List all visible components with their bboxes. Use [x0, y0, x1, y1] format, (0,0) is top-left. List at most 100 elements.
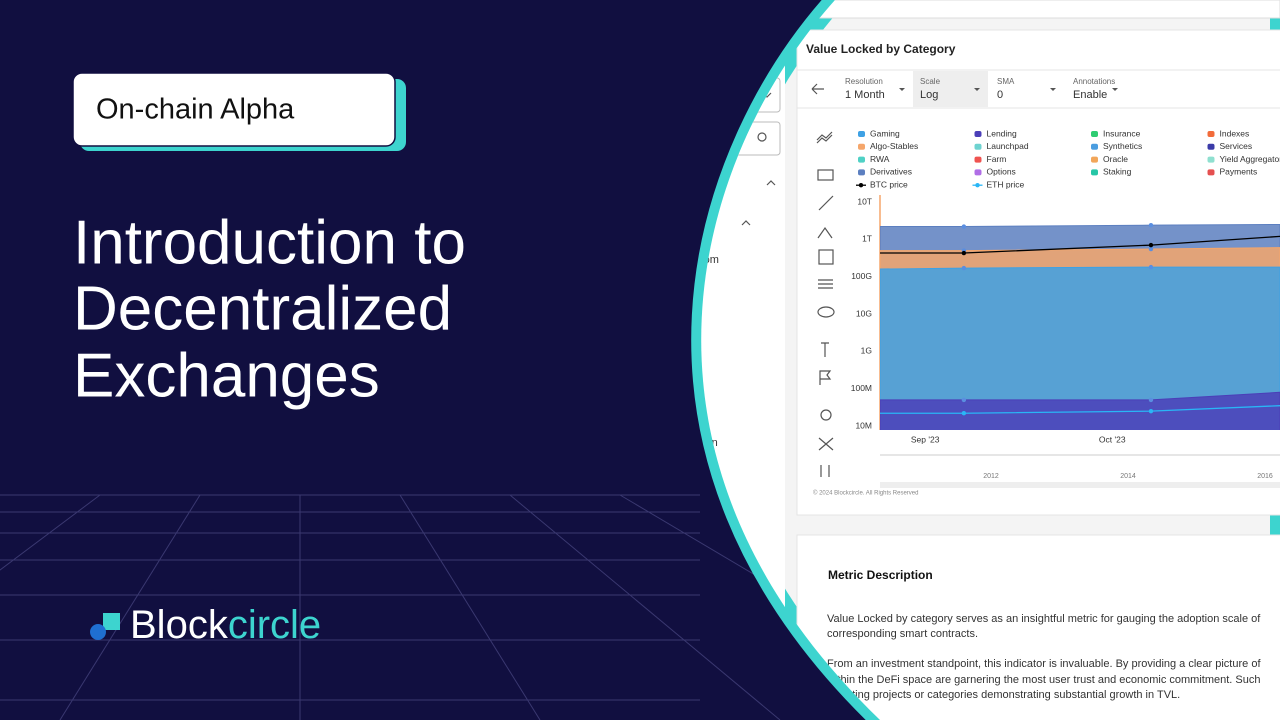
legend-swatch: [858, 156, 865, 163]
chart-title: Value Locked by Category: [806, 42, 956, 56]
scrollbar[interactable]: [880, 482, 1280, 488]
navigator-label: 2016: [1257, 473, 1273, 480]
badge-text: On-chain Alpha: [96, 94, 295, 126]
copyright: © 2024 Blockcircle. All Rights Reserved: [813, 490, 918, 497]
screenshot: Value Locked by Category 10T1T100G10G1G1…: [701, 0, 1280, 720]
point: [961, 411, 967, 416]
dropdown-value: Log: [920, 89, 938, 101]
dropdown-label: Scale: [920, 77, 941, 86]
legend-label: Indexes: [1220, 128, 1250, 138]
point: [961, 265, 967, 271]
legend-label: RWA: [870, 154, 890, 164]
point: [961, 224, 967, 229]
point: [1148, 222, 1154, 228]
x-tick-label: Oct '23: [1099, 434, 1126, 444]
legend-swatch: [858, 183, 864, 188]
legend-swatch: [1207, 143, 1215, 150]
badge: [72, 72, 396, 147]
logo-text: Blockcircle: [130, 603, 321, 647]
metric-line: From an investment standpoint, this indi…: [827, 658, 1261, 670]
y-tick-label: 100M: [851, 383, 872, 393]
legend-label: Derivatives: [870, 167, 912, 177]
metric-line: targeting projects or categories demonst…: [827, 689, 1180, 701]
title-line: Introduction to: [73, 208, 466, 277]
legend-label: Synthetics: [1103, 141, 1142, 151]
legend-swatch: [974, 131, 982, 137]
legend-label: Algo-Stables: [870, 141, 918, 151]
metric-card: [796, 534, 1280, 720]
metric-heading: Metric Description: [828, 568, 933, 582]
point: [1148, 264, 1154, 270]
legend-label: Services: [1220, 141, 1253, 151]
dropdown-caret: [1050, 88, 1056, 91]
tool-icons[interactable]: [816, 131, 835, 477]
x-tick-label: Sep '23: [911, 434, 940, 444]
legend-swatch: [858, 143, 865, 150]
metric-line: corresponding smart contracts.: [827, 628, 978, 640]
dropdown-value: 1 Month: [845, 89, 885, 101]
point: [1148, 397, 1154, 403]
grid-floor: [0, 494, 1001, 720]
legend-label: ETH price: [987, 179, 1025, 189]
plot-area: [880, 222, 1280, 430]
legend-swatch: [858, 169, 865, 176]
legend-label: Payments: [1220, 167, 1258, 177]
legend-swatch: [974, 143, 982, 150]
point: [1148, 242, 1154, 248]
legend-label: Gaming: [870, 128, 900, 138]
legend-label: BTC price: [870, 179, 908, 189]
legend-label: Staking: [1103, 167, 1132, 177]
dropdown-caret: [899, 88, 905, 91]
toolbar: [796, 69, 1280, 109]
legend-label: Lending: [987, 128, 1018, 138]
top-bar: [799, 0, 1280, 19]
legend-swatch: [858, 131, 865, 137]
legend-label: Farm: [987, 154, 1007, 164]
legend-swatch: [974, 156, 982, 163]
legend-swatch: [975, 183, 980, 188]
navigator-label: 2014: [1120, 473, 1136, 480]
point: [961, 397, 967, 403]
logo: Blockcircle: [90, 603, 321, 647]
y-tick-label: 10T: [857, 196, 872, 206]
title-line: Exchanges: [73, 341, 380, 410]
legend-label: Launchpad: [987, 141, 1029, 151]
y-tick-label: 10M: [855, 420, 872, 430]
point: [961, 250, 967, 256]
dropdown-label: Annotations: [1073, 77, 1115, 86]
legend-swatch: [1207, 131, 1215, 137]
legend-swatch: [1091, 156, 1098, 163]
search-icon: [757, 132, 767, 142]
chart: 10T 1T 100G 10G 1G 100M 10M Sep '23 Oct '23 Gamin…: [851, 128, 1280, 444]
dropdown-value: 0: [997, 89, 1003, 101]
y-tick-label: 1G: [861, 346, 872, 356]
legend-swatch: [974, 169, 982, 176]
dropdown-label: SMA: [997, 77, 1015, 86]
legend-swatch: [1091, 131, 1098, 137]
legend-swatch: [1091, 169, 1098, 176]
legend-swatch: [1207, 156, 1215, 163]
legend-label: Options: [987, 167, 1016, 177]
point: [1148, 408, 1154, 414]
title-line: Decentralized: [73, 274, 452, 343]
navigator-label: 2012: [983, 473, 999, 480]
legend-swatch: [1091, 143, 1098, 150]
y-tick-label: 1T: [862, 234, 872, 244]
legend-label: Insurance: [1103, 128, 1141, 138]
metric-line: Value Locked by category serves as an in…: [827, 613, 1261, 625]
legend-label: Yield Aggregator: [1220, 154, 1280, 164]
line: [880, 405, 1280, 414]
point: [1148, 246, 1154, 252]
dropdown-caret: [1112, 88, 1118, 91]
dropdown-caret: [974, 88, 980, 91]
dropdown-value: Enable: [1073, 89, 1107, 101]
metric-line: within the DeFi space are garnering the …: [826, 674, 1260, 686]
legend-swatch: [1207, 169, 1215, 176]
y-tick-label: 10G: [856, 308, 872, 318]
back-button[interactable]: [811, 83, 824, 95]
legend-label: Oracle: [1103, 154, 1128, 164]
line: [880, 235, 1280, 254]
dropdown-label: Resolution: [845, 77, 883, 86]
